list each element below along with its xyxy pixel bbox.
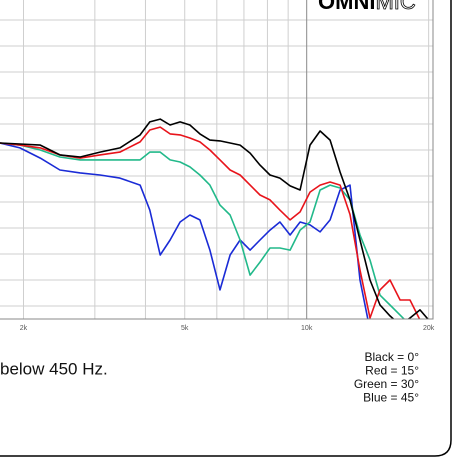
series-line [0, 126, 421, 319]
x-tick-label: 20k [423, 325, 435, 332]
x-tick-label: 5k [181, 325, 189, 332]
logo-bg [316, 0, 428, 14]
legend-entry: Blue = 45° [363, 391, 419, 405]
legend-entry: Green = 30° [354, 377, 419, 391]
panel-border [0, 0, 452, 457]
series-line [0, 142, 406, 319]
x-tick-label: 10k [301, 325, 313, 332]
note: below 450 Hz. [0, 359, 108, 378]
logo-bold: OMNI [318, 0, 375, 14]
legend-entry: Red = 15° [365, 364, 419, 378]
series-line [0, 142, 369, 319]
logo: OMNIMIC [318, 0, 416, 14]
logo-outline: MIC [375, 0, 415, 14]
legend-entry: Black = 0° [365, 350, 420, 364]
x-tick-label: 2k [20, 325, 28, 332]
plot-frame [0, 0, 434, 320]
series-line [0, 118, 429, 319]
